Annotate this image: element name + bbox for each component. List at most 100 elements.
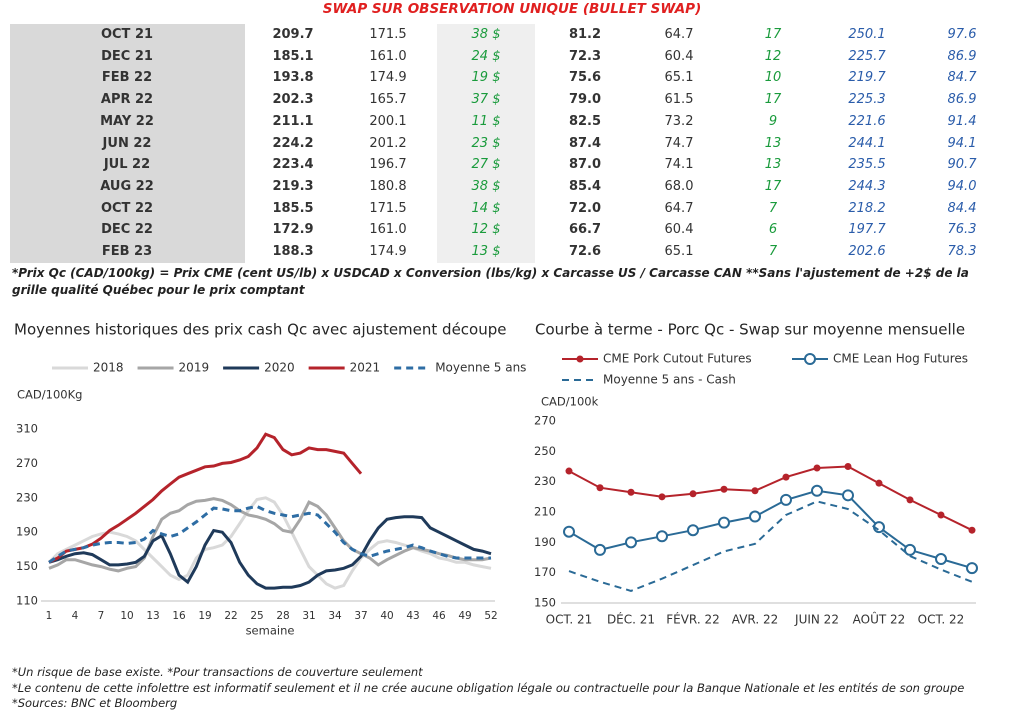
point (875, 479, 883, 487)
legend-label: Moyenne 5 ans (435, 361, 526, 375)
cell: 14 $ (471, 200, 501, 216)
cell: 201.2 (369, 135, 407, 151)
point (935, 553, 947, 566)
cell: 81.2 (568, 27, 602, 42)
point (811, 484, 823, 497)
point (658, 493, 666, 501)
cell: 223.4 (272, 157, 314, 173)
cell: 193.8 (272, 70, 314, 86)
cell: 172.9 (272, 222, 314, 238)
cell: 73.2 (664, 113, 694, 129)
cell: 87.0 (568, 157, 602, 173)
cell: 13 $ (471, 244, 501, 259)
row-label: DEC 22 (101, 222, 153, 238)
cell: 202.3 (272, 92, 314, 108)
cell: 91.4 (947, 113, 977, 129)
point (718, 516, 730, 529)
y-tick-label: 270 (16, 456, 38, 470)
footnote: *Le contenu de cette infolettre est info… (12, 681, 965, 695)
point (813, 464, 821, 472)
row-label: MAY 22 (100, 113, 154, 129)
cell: 17 (764, 27, 782, 42)
cell: 72.3 (568, 48, 602, 64)
cell: 87.4 (568, 135, 602, 151)
cell: 12 (764, 48, 782, 64)
legend-label: 2019 (179, 361, 210, 375)
row-label: OCT 22 (100, 200, 154, 216)
cell: 76.3 (947, 222, 977, 238)
cell: 10 (764, 70, 782, 86)
row-label: OCT 21 (100, 27, 154, 42)
cell: 84.7 (947, 70, 977, 86)
y-tick-label: 190 (16, 525, 38, 539)
x-tick-label: 34 (328, 610, 342, 622)
series-line (48, 497, 492, 573)
cell: 7 (768, 200, 778, 216)
series-line (568, 465, 973, 532)
cell: 38 $ (471, 27, 501, 42)
cell: 38 $ (471, 178, 501, 194)
cell: 68.0 (664, 178, 694, 194)
x-tick-label: AOÛT 22 (853, 612, 906, 627)
point (596, 484, 604, 492)
cell: 7 (768, 244, 778, 259)
row-label: FEB 23 (101, 244, 153, 259)
point (720, 485, 728, 493)
cell: 65.1 (664, 70, 694, 86)
cell: 74.1 (664, 157, 694, 173)
x-tick-label: DÉC. 21 (607, 612, 655, 627)
cell: 13 (764, 135, 782, 151)
cell: 84.4 (947, 200, 977, 216)
cell: 250.1 (848, 27, 886, 42)
cell: 9 (768, 113, 778, 129)
cell: 17 (764, 178, 782, 194)
cell: 209.7 (272, 27, 314, 42)
cell: 85.4 (568, 178, 602, 194)
cell: 79.0 (568, 92, 602, 108)
x-tick-label: 43 (406, 610, 419, 622)
point (904, 543, 916, 556)
cell: 13 (764, 157, 782, 173)
cell: 200.1 (369, 113, 407, 129)
x-axis-label: semaine (246, 624, 295, 638)
point (565, 467, 573, 475)
x-tick-label: 28 (276, 610, 289, 622)
point (627, 488, 635, 496)
cell: 75.6 (568, 70, 602, 86)
cell: 82.5 (568, 113, 602, 129)
point (782, 473, 790, 481)
y-tick-label: 210 (534, 505, 556, 519)
y-tick-label: 110 (16, 594, 38, 608)
cell: 90.7 (947, 157, 977, 173)
x-tick-label: 22 (224, 610, 237, 622)
cell: 37 $ (471, 92, 501, 108)
row-label: FEB 22 (101, 70, 153, 86)
cell: 78.3 (947, 244, 977, 259)
x-tick-label: 46 (432, 610, 446, 622)
y-tick-label: 150 (534, 596, 556, 610)
series-line (568, 500, 973, 592)
footnote: *Un risque de base existe. *Pour transac… (12, 665, 423, 679)
cell: 196.7 (369, 157, 407, 173)
cell: 218.2 (848, 200, 886, 216)
cell: 219.7 (848, 70, 886, 86)
y-tick-label: 270 (534, 414, 556, 428)
cell: 161.0 (369, 222, 407, 238)
point (687, 524, 699, 537)
y-axis-label: CAD/100k (541, 395, 599, 409)
x-tick-label: 13 (146, 610, 159, 622)
column-shade (10, 24, 245, 263)
legend-label: CME Pork Cutout Futures (603, 352, 752, 366)
cell: 24 $ (471, 48, 501, 64)
cell: 211.1 (272, 113, 314, 129)
cell: 224.2 (272, 135, 314, 151)
point (906, 496, 914, 504)
legend-label: 2021 (350, 361, 381, 375)
point (563, 525, 575, 538)
legend-label: Moyenne 5 ans - Cash (603, 373, 736, 387)
cell: 165.7 (369, 92, 407, 108)
y-axis-label: CAD/100Kg (17, 388, 82, 402)
cell: 66.7 (568, 222, 602, 238)
point (656, 530, 668, 543)
